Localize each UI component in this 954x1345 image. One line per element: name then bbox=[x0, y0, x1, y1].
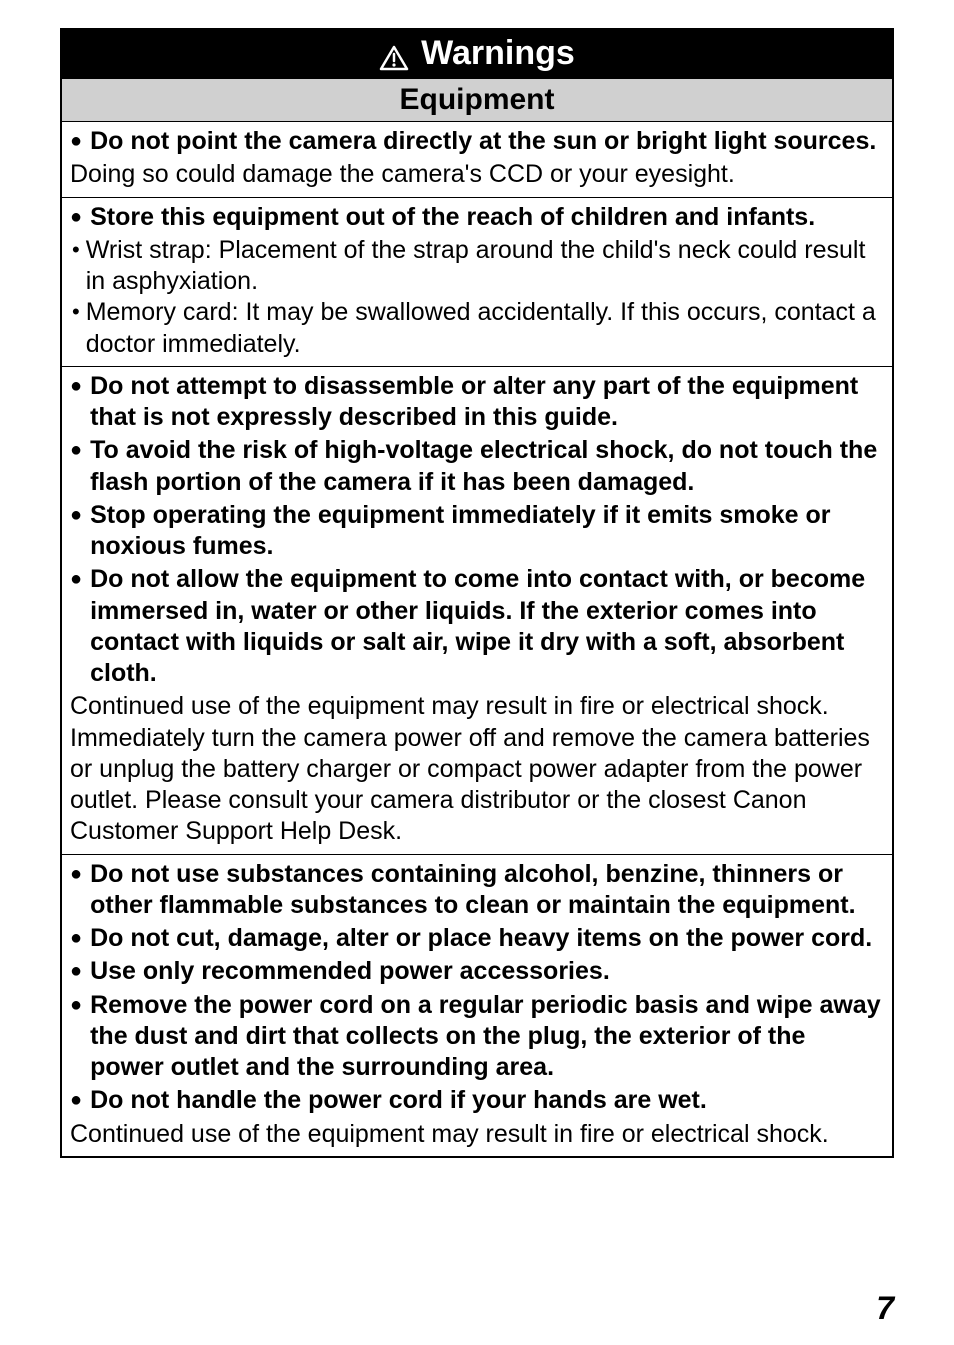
section-1: ● Store this equipment out of the reach … bbox=[62, 198, 892, 367]
bullet-text: Do not handle the power cord if your han… bbox=[90, 1085, 707, 1116]
sub-bullet-marker-icon: • bbox=[72, 235, 80, 265]
bullet-text: To avoid the risk of high-voltage electr… bbox=[90, 435, 884, 498]
warnings-header: Warnings bbox=[60, 28, 894, 79]
bullet-text: Do not point the camera directly at the … bbox=[90, 126, 876, 157]
bullet-text: Store this equipment out of the reach of… bbox=[90, 202, 815, 233]
body-text: Continued use of the equipment may resul… bbox=[70, 1119, 884, 1150]
bullet-item: ● Remove the power cord on a regular per… bbox=[70, 990, 884, 1084]
sub-bullet-text: Memory card: It may be swallowed acciden… bbox=[86, 297, 884, 360]
bullet-item: ● Do not attempt to disassemble or alter… bbox=[70, 371, 884, 434]
sub-bullet-marker-icon: • bbox=[72, 297, 80, 327]
body-text: Continued use of the equipment may resul… bbox=[70, 691, 884, 847]
bullet-marker-icon: ● bbox=[70, 500, 82, 530]
bullet-item: ● Do not allow the equipment to come int… bbox=[70, 564, 884, 689]
bullet-item: ● To avoid the risk of high-voltage elec… bbox=[70, 435, 884, 498]
bullet-text: Use only recommended power accessories. bbox=[90, 956, 610, 987]
bullet-item: ● Use only recommended power accessories… bbox=[70, 956, 884, 987]
bullet-marker-icon: ● bbox=[70, 371, 82, 401]
bullet-marker-icon: ● bbox=[70, 126, 82, 156]
bullet-text: Remove the power cord on a regular perio… bbox=[90, 990, 884, 1084]
section-0: ● Do not point the camera directly at th… bbox=[62, 122, 892, 198]
warnings-box: Equipment ● Do not point the camera dire… bbox=[60, 79, 894, 1158]
body-text: Doing so could damage the camera's CCD o… bbox=[70, 159, 884, 190]
section-2: ● Do not attempt to disassemble or alter… bbox=[62, 367, 892, 855]
bullet-marker-icon: ● bbox=[70, 202, 82, 232]
bullet-item: ● Store this equipment out of the reach … bbox=[70, 202, 884, 233]
warning-triangle-icon bbox=[379, 41, 409, 67]
bullet-item: ● Do not point the camera directly at th… bbox=[70, 126, 884, 157]
bullet-marker-icon: ● bbox=[70, 1085, 82, 1115]
bullet-text: Do not cut, damage, alter or place heavy… bbox=[90, 923, 872, 954]
bullet-item: ● Do not use substances containing alcoh… bbox=[70, 859, 884, 922]
bullet-text: Do not allow the equipment to come into … bbox=[90, 564, 884, 689]
bullet-item: ● Stop operating the equipment immediate… bbox=[70, 500, 884, 563]
bullet-item: ● Do not cut, damage, alter or place hea… bbox=[70, 923, 884, 954]
bullet-marker-icon: ● bbox=[70, 956, 82, 986]
page-number: 7 bbox=[876, 1290, 894, 1327]
section-3: ● Do not use substances containing alcoh… bbox=[62, 855, 892, 1156]
sub-bullet-text: Wrist strap: Placement of the strap arou… bbox=[86, 235, 884, 298]
sub-bullet: • Memory card: It may be swallowed accid… bbox=[70, 297, 884, 360]
bullet-item: ● Do not handle the power cord if your h… bbox=[70, 1085, 884, 1116]
bullet-marker-icon: ● bbox=[70, 923, 82, 953]
bullet-text: Do not attempt to disassemble or alter a… bbox=[90, 371, 884, 434]
bullet-text: Do not use substances containing alcohol… bbox=[90, 859, 884, 922]
bullet-marker-icon: ● bbox=[70, 990, 82, 1020]
bullet-marker-icon: ● bbox=[70, 435, 82, 465]
warnings-title: Warnings bbox=[421, 34, 575, 73]
bullet-text: Stop operating the equipment immediately… bbox=[90, 500, 884, 563]
equipment-header: Equipment bbox=[62, 79, 892, 122]
bullet-marker-icon: ● bbox=[70, 859, 82, 889]
bullet-marker-icon: ● bbox=[70, 564, 82, 594]
sub-bullet: • Wrist strap: Placement of the strap ar… bbox=[70, 235, 884, 298]
